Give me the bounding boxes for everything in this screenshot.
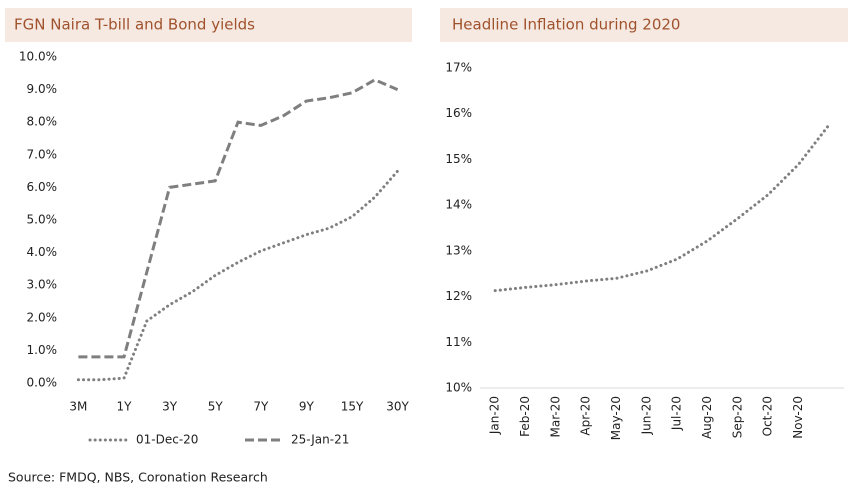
y-tick-label: 13% [445,243,472,257]
x-tick-label: 15Y [341,400,364,414]
legend-label: 25-Jan-21 [291,433,349,447]
x-tick-label: May-20 [609,396,623,440]
y-tick-label: 6.0% [27,180,58,194]
y-tick-label: 7.0% [27,147,58,161]
x-tick-label: 3M [69,400,87,414]
data-line [493,123,831,293]
y-tick-label: 10% [445,381,472,395]
x-tick-label: Jul-20 [670,396,684,431]
y-tick-label: 8.0% [27,115,58,129]
x-tick-label: Jun-20 [639,396,653,435]
y-tick-label: 12% [445,289,472,303]
y-tick-label: 5.0% [27,213,58,227]
header-box [5,8,412,42]
x-tick-label: Oct-20 [761,396,775,436]
chart-title: Headline Inflation during 2020 [452,16,680,34]
x-tick-label: 1Y [117,400,133,414]
x-tick-label: Nov-20 [791,396,805,439]
y-tick-label: 10.0% [19,50,57,64]
data-line [78,78,399,359]
y-tick-label: 4.0% [27,245,58,259]
x-tick-label: Feb-20 [518,396,532,437]
legend-label: 01-Dec-20 [136,433,198,447]
x-tick-label: Jan-20 [488,396,502,435]
x-tick-label: 9Y [299,400,315,414]
x-tick-label: 3Y [162,400,178,414]
y-tick-label: 9.0% [27,82,58,96]
x-tick-label: 7Y [253,400,269,414]
y-tick-label: 11% [445,335,472,349]
chart-title: FGN Naira T-bill and Bond yields [14,16,255,34]
data-line [76,169,400,382]
y-tick-label: 0.0% [27,376,58,390]
y-tick-label: 16% [445,106,472,120]
x-tick-label: Mar-20 [548,396,562,437]
x-tick-label: Aug-20 [700,396,714,439]
x-tick-label: 5Y [208,400,224,414]
x-tick-label: 30Y [386,400,409,414]
source-note: Source: FMDQ, NBS, Coronation Research [8,470,268,485]
x-tick-label: Sep-20 [730,396,744,438]
y-tick-label: 15% [445,152,472,166]
x-tick-label: Apr-20 [579,396,593,436]
header-box [440,8,848,42]
y-tick-label: 3.0% [27,278,58,292]
y-tick-label: 17% [445,61,472,75]
y-tick-label: 2.0% [27,310,58,324]
y-tick-label: 14% [445,198,472,212]
y-tick-label: 1.0% [27,343,58,357]
